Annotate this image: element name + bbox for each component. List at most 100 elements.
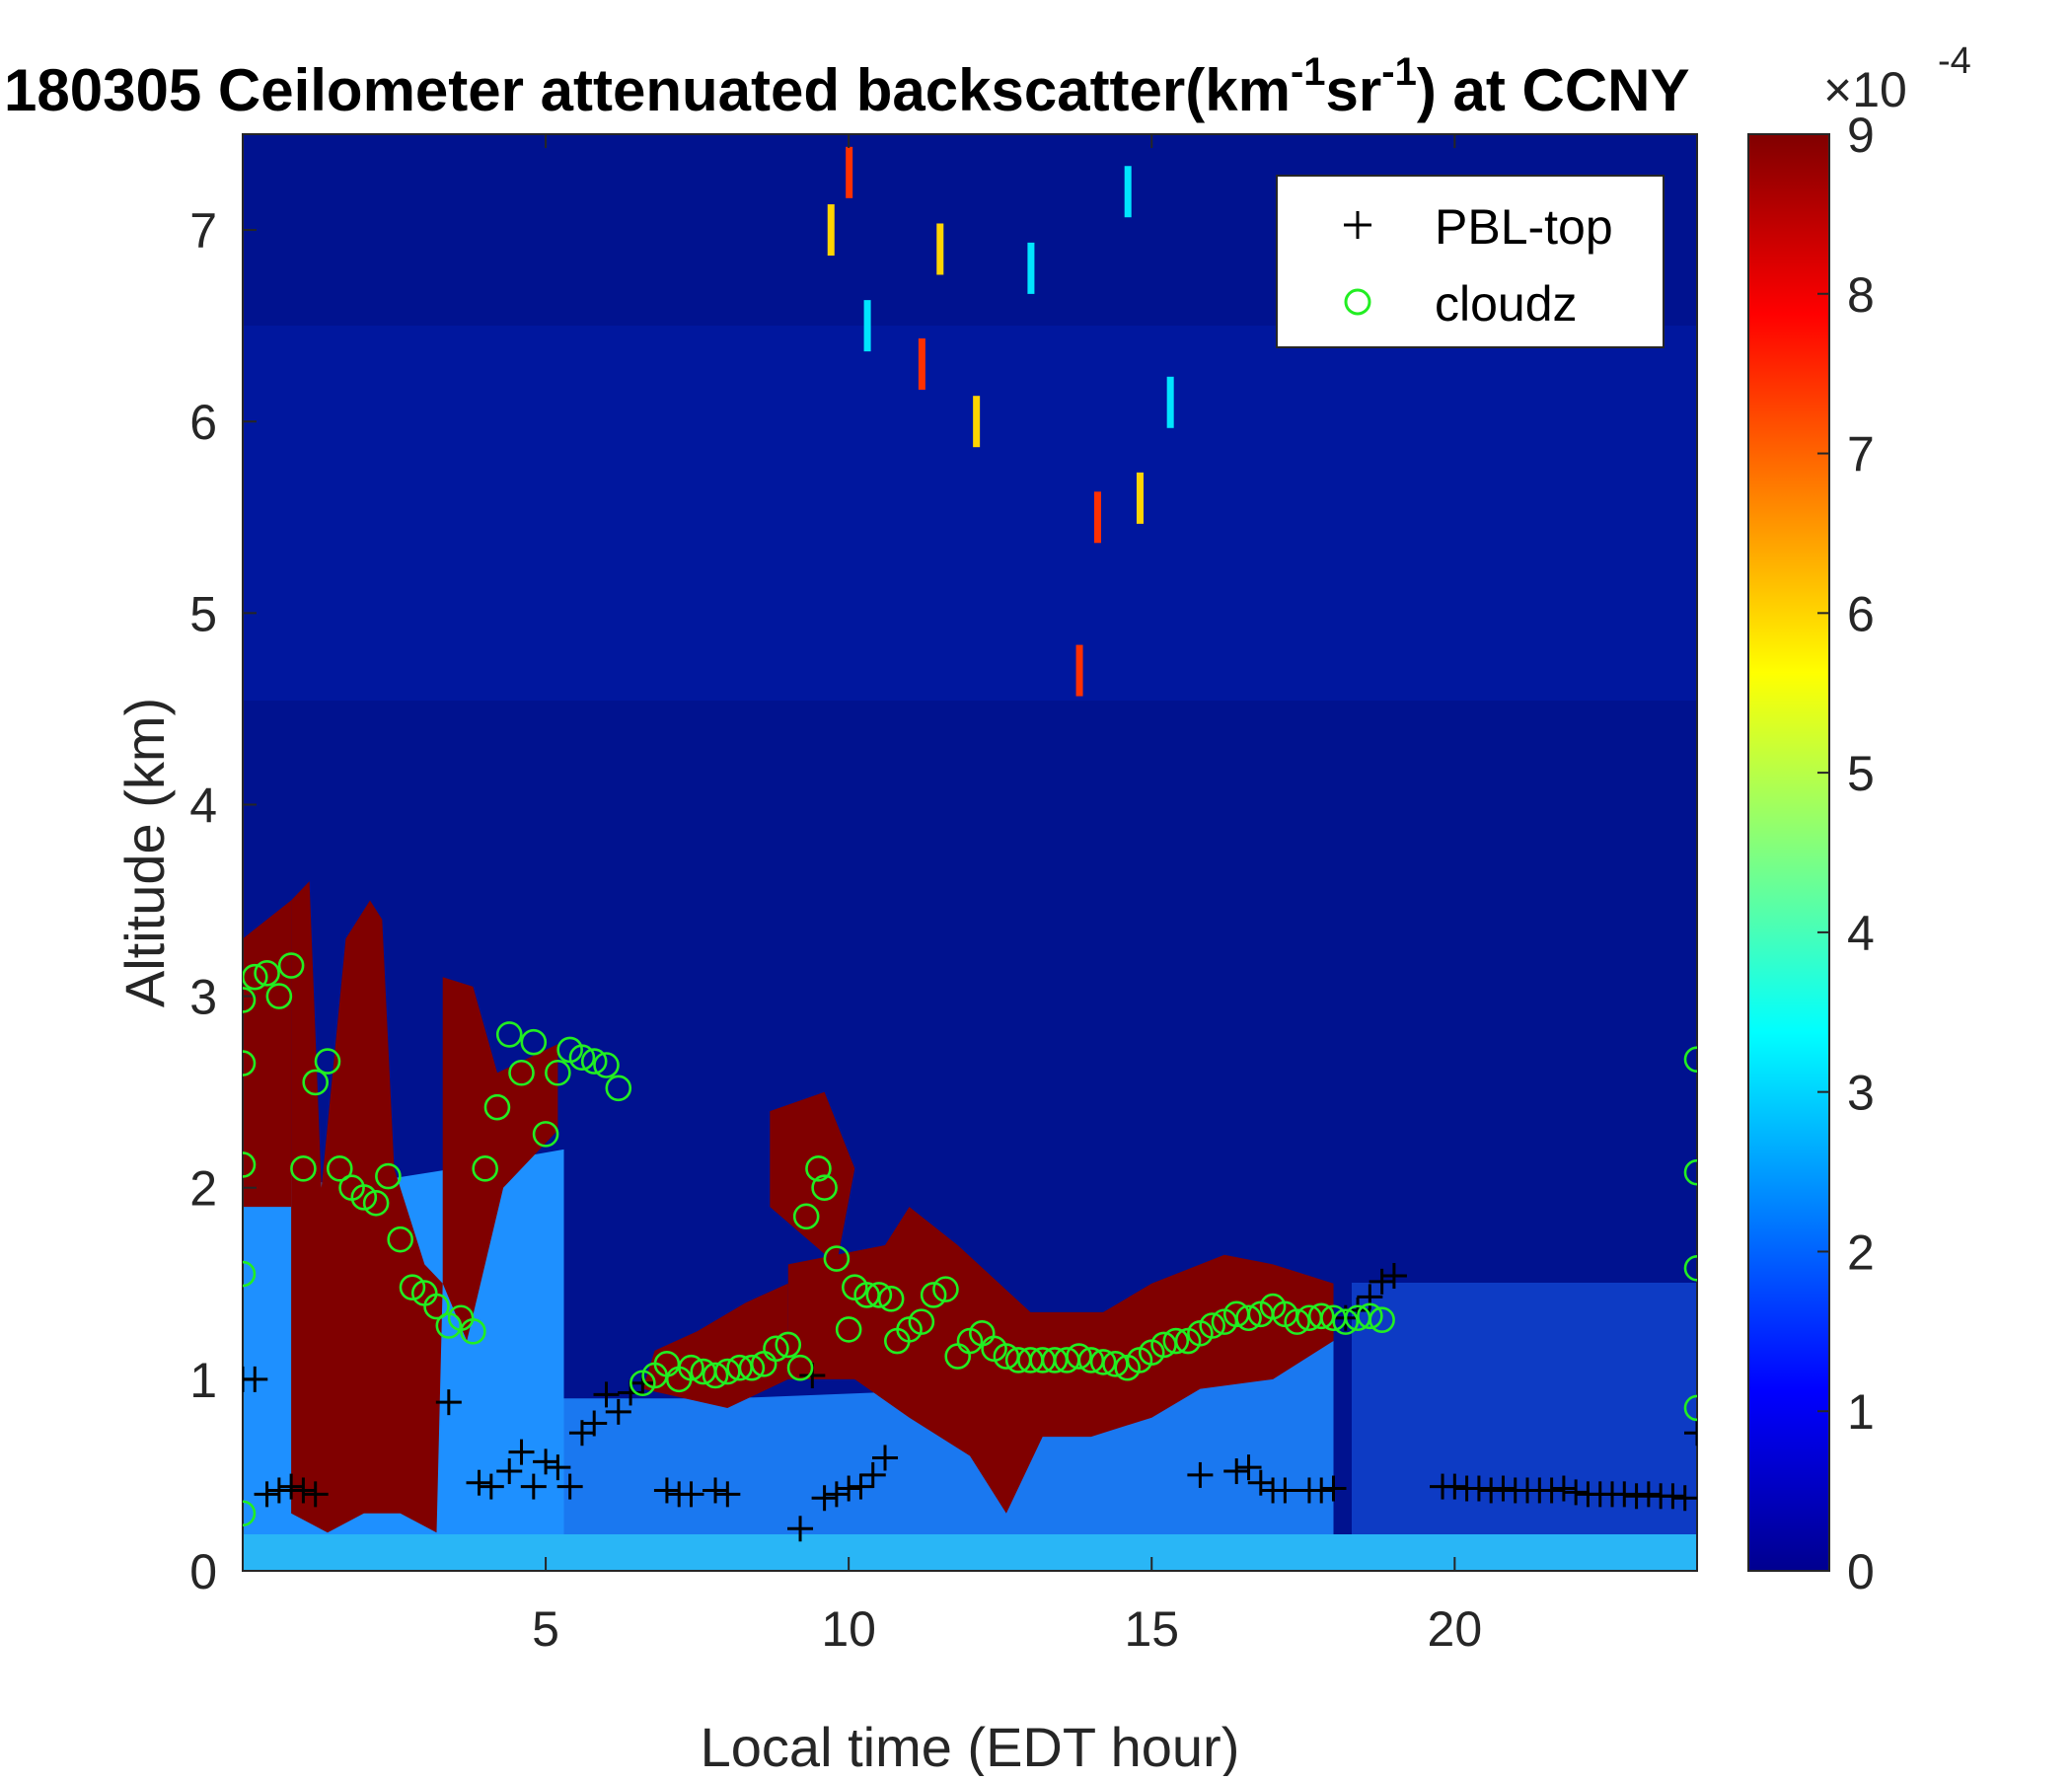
colorbar-tick-label: 4 <box>1847 906 1875 961</box>
cloudz-point <box>1199 1312 1225 1339</box>
pbl-top-point <box>593 1381 620 1408</box>
cloudz-point <box>792 1203 820 1230</box>
legend-cloudz-marker <box>1344 288 1371 316</box>
heatmap-speck <box>918 337 925 390</box>
pbl-top-point <box>1490 1475 1517 1502</box>
title-sup-1: -1 <box>1291 50 1326 94</box>
colorbar-tick-label: 8 <box>1847 267 1875 323</box>
cloudz-point <box>350 1184 378 1211</box>
heatmap-evening-haze <box>1352 1283 1697 1571</box>
colorbar-exponent-base: ×10 <box>1823 62 1907 117</box>
title-suffix: ) at CCNY <box>1417 57 1690 123</box>
cloudz-point <box>243 1500 257 1527</box>
pbl-top-point <box>1623 1483 1650 1510</box>
plot-frame <box>242 133 1698 1572</box>
cloudz-point <box>423 1293 450 1320</box>
cloudz-point <box>1284 1308 1310 1335</box>
cloudz-point <box>593 1052 620 1078</box>
heatmap-cloud-morning-2 <box>442 977 558 1341</box>
cloudz-point <box>545 1059 571 1086</box>
cloudz-point <box>763 1335 789 1363</box>
pbl-top-point <box>556 1473 583 1500</box>
cloudz-point <box>786 1354 814 1381</box>
title-middle: sr <box>1326 57 1382 123</box>
cloudz-point <box>483 1093 511 1121</box>
colorbar-tick-label: 0 <box>1847 1544 1875 1599</box>
cloudz-point <box>568 1044 596 1072</box>
legend-pbl-label: PBL-top <box>1435 199 1613 255</box>
cloudz-point <box>738 1354 766 1381</box>
pbl-top-point <box>848 1473 874 1500</box>
cloudz-point <box>1683 1254 1697 1282</box>
y-tick-label: 5 <box>189 586 217 641</box>
pbl-top-point <box>1380 1263 1407 1290</box>
legend: PBL-top cloudz <box>1276 175 1665 348</box>
y-tick-label: 2 <box>189 1161 217 1217</box>
cloudz-point <box>254 960 280 987</box>
heatmap-speck <box>1075 644 1083 697</box>
cloudz-point <box>877 1286 905 1312</box>
cloudz-point <box>302 1069 330 1096</box>
cloudz-point <box>823 1245 851 1272</box>
cloudz-point <box>605 1075 632 1102</box>
pbl-top-point <box>533 1448 559 1475</box>
pbl-top-point <box>1563 1479 1590 1506</box>
x-tick-label: 5 <box>532 1601 559 1657</box>
y-tick-label: 1 <box>189 1353 217 1408</box>
cloudz-point <box>375 1162 402 1190</box>
cloudz-point <box>314 1048 341 1075</box>
cloudz-point <box>811 1174 838 1202</box>
pbl-top-point <box>1235 1454 1262 1481</box>
y-axis-label: Altitude (km) <box>113 698 176 1007</box>
heatmap-speck <box>827 204 835 257</box>
cloudz-point <box>387 1225 413 1253</box>
pbl-top-point <box>1442 1473 1468 1500</box>
pbl-top-point <box>581 1410 608 1437</box>
title-prefix: 180305 Ceilometer attenuated backscatter… <box>4 57 1291 123</box>
cloudz-point <box>399 1274 426 1300</box>
pbl-top-point <box>508 1439 535 1465</box>
heatmap-surface-band <box>243 1534 1697 1571</box>
colorbar-gradient <box>1747 133 1830 1572</box>
heatmap-speck <box>846 146 853 198</box>
pbl-top-point <box>811 1485 838 1512</box>
cloudz-point <box>775 1331 802 1359</box>
colorbar-exponent-power: -4 <box>1938 40 1971 82</box>
pbl-top-point <box>265 1477 292 1504</box>
pbl-top-point <box>520 1473 547 1500</box>
pbl-top-point <box>1478 1477 1505 1504</box>
x-tick-label: 10 <box>821 1601 876 1657</box>
pbl-top-point <box>1223 1458 1250 1485</box>
pbl-top-point <box>302 1481 329 1508</box>
y-tick-label: 6 <box>189 395 217 450</box>
cloudz-point <box>1369 1306 1395 1333</box>
cloudz-point <box>932 1276 959 1302</box>
heatmap-speck <box>1027 242 1035 294</box>
cloudz-point <box>243 1260 257 1288</box>
y-tick-label: 0 <box>189 1544 217 1599</box>
y-axis: 0 1 2 3 4 5 6 7 <box>189 203 257 1599</box>
cloudz-point <box>865 1282 893 1308</box>
cloudz-point <box>1235 1304 1262 1332</box>
colorbar-tick-label: 9 <box>1847 108 1875 163</box>
pbl-top-point <box>823 1481 850 1508</box>
pbl-top-point <box>1671 1485 1697 1512</box>
pbl-top-point <box>1611 1481 1638 1508</box>
pbl-top-point <box>243 1366 268 1392</box>
cloudz-point <box>362 1189 390 1217</box>
x-tick-label: 20 <box>1428 1601 1483 1657</box>
pbl-top-point <box>1272 1477 1298 1504</box>
pbl-top-point <box>1660 1483 1686 1510</box>
heatmap-speck <box>1166 376 1174 428</box>
pbl-top-point <box>496 1458 523 1485</box>
pbl-top-point <box>435 1389 462 1416</box>
pbl-top-point <box>605 1398 631 1425</box>
cloudz-point <box>1162 1327 1190 1355</box>
pbl-top-point <box>872 1445 899 1471</box>
markers <box>243 952 1697 1542</box>
colorbar-tick-label: 1 <box>1847 1384 1875 1440</box>
cloudz-point <box>1307 1302 1335 1330</box>
y-tick-label: 7 <box>189 203 217 259</box>
